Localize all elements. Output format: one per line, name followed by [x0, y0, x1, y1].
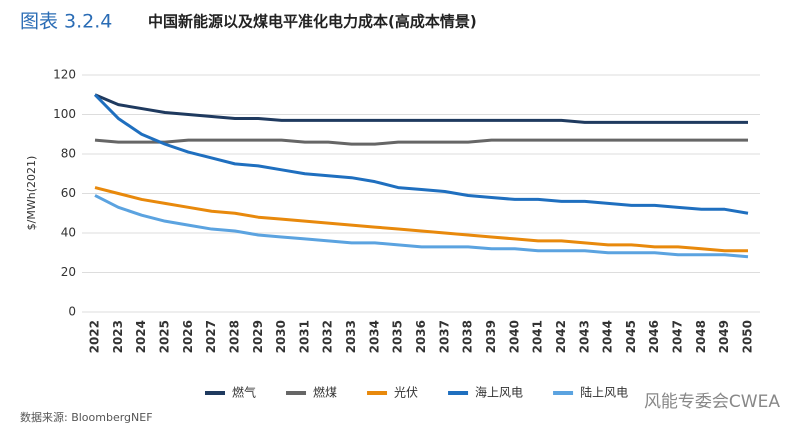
source: 数据来源: BloombergNEF — [20, 410, 153, 424]
x-tick-label: 2039 — [484, 320, 498, 353]
x-tick-label: 2033 — [344, 320, 358, 353]
watermark: 风能专委会CWEA — [644, 392, 780, 412]
x-tick-label: 2044 — [601, 320, 615, 353]
x-tick-label: 2040 — [507, 320, 521, 353]
legend-label: 燃气 — [232, 385, 256, 400]
legend-label: 海上风电 — [475, 385, 523, 400]
x-tick-label: 2030 — [274, 320, 288, 353]
x-tick-label: 2043 — [577, 320, 591, 353]
x-tick-label: 2041 — [531, 320, 545, 353]
figure-label: 图表 3.2.4 — [20, 11, 112, 33]
x-tick-label: 2048 — [694, 320, 708, 353]
y-tick-label: 100 — [53, 107, 76, 121]
y-tick-label: 80 — [61, 147, 76, 161]
x-tick-label: 2028 — [227, 320, 241, 353]
x-tick-label: 2034 — [367, 320, 381, 353]
y-tick-label: 20 — [61, 265, 76, 279]
x-tick-label: 2047 — [671, 320, 685, 353]
x-tick-label: 2042 — [554, 320, 568, 353]
x-tick-label: 2049 — [717, 320, 731, 353]
x-tick-label: 2037 — [437, 320, 451, 353]
series-line — [93, 93, 749, 215]
x-tick-label: 2022 — [88, 320, 102, 353]
series-line — [94, 186, 748, 253]
x-tick-label: 2029 — [251, 320, 265, 353]
x-tick-label: 2045 — [624, 320, 638, 353]
x-tick-label: 2032 — [321, 320, 335, 353]
series-line — [94, 93, 748, 124]
y-axis-label: $/MWh(2021) — [25, 156, 38, 231]
x-tick-label: 2046 — [647, 320, 661, 353]
x-tick-label: 2023 — [111, 320, 125, 353]
x-tick-label: 2026 — [181, 320, 195, 353]
x-tick-label: 2027 — [204, 320, 218, 353]
x-tick-label: 2036 — [414, 320, 428, 353]
x-tick-label: 2038 — [461, 320, 475, 353]
legend-label: 光伏 — [394, 386, 418, 400]
x-tick-label: 2031 — [297, 320, 311, 353]
y-tick-label: 60 — [61, 186, 76, 200]
x-tick-label: 2035 — [391, 320, 405, 353]
y-tick-label: 120 — [53, 68, 76, 82]
x-tick-label: 2050 — [741, 320, 755, 353]
legend-label: 陆上风电 — [580, 385, 628, 400]
chart-title: 中国新能源以及煤电平准化电力成本(高成本情景) — [148, 13, 477, 31]
x-tick-label: 2025 — [157, 320, 171, 353]
y-tick-label: 40 — [61, 226, 76, 240]
x-tick-label: 2024 — [134, 320, 148, 353]
legend-label: 燃煤 — [313, 385, 337, 400]
series-line — [94, 194, 749, 259]
series-line — [94, 138, 748, 146]
y-tick-label: 0 — [68, 305, 76, 319]
